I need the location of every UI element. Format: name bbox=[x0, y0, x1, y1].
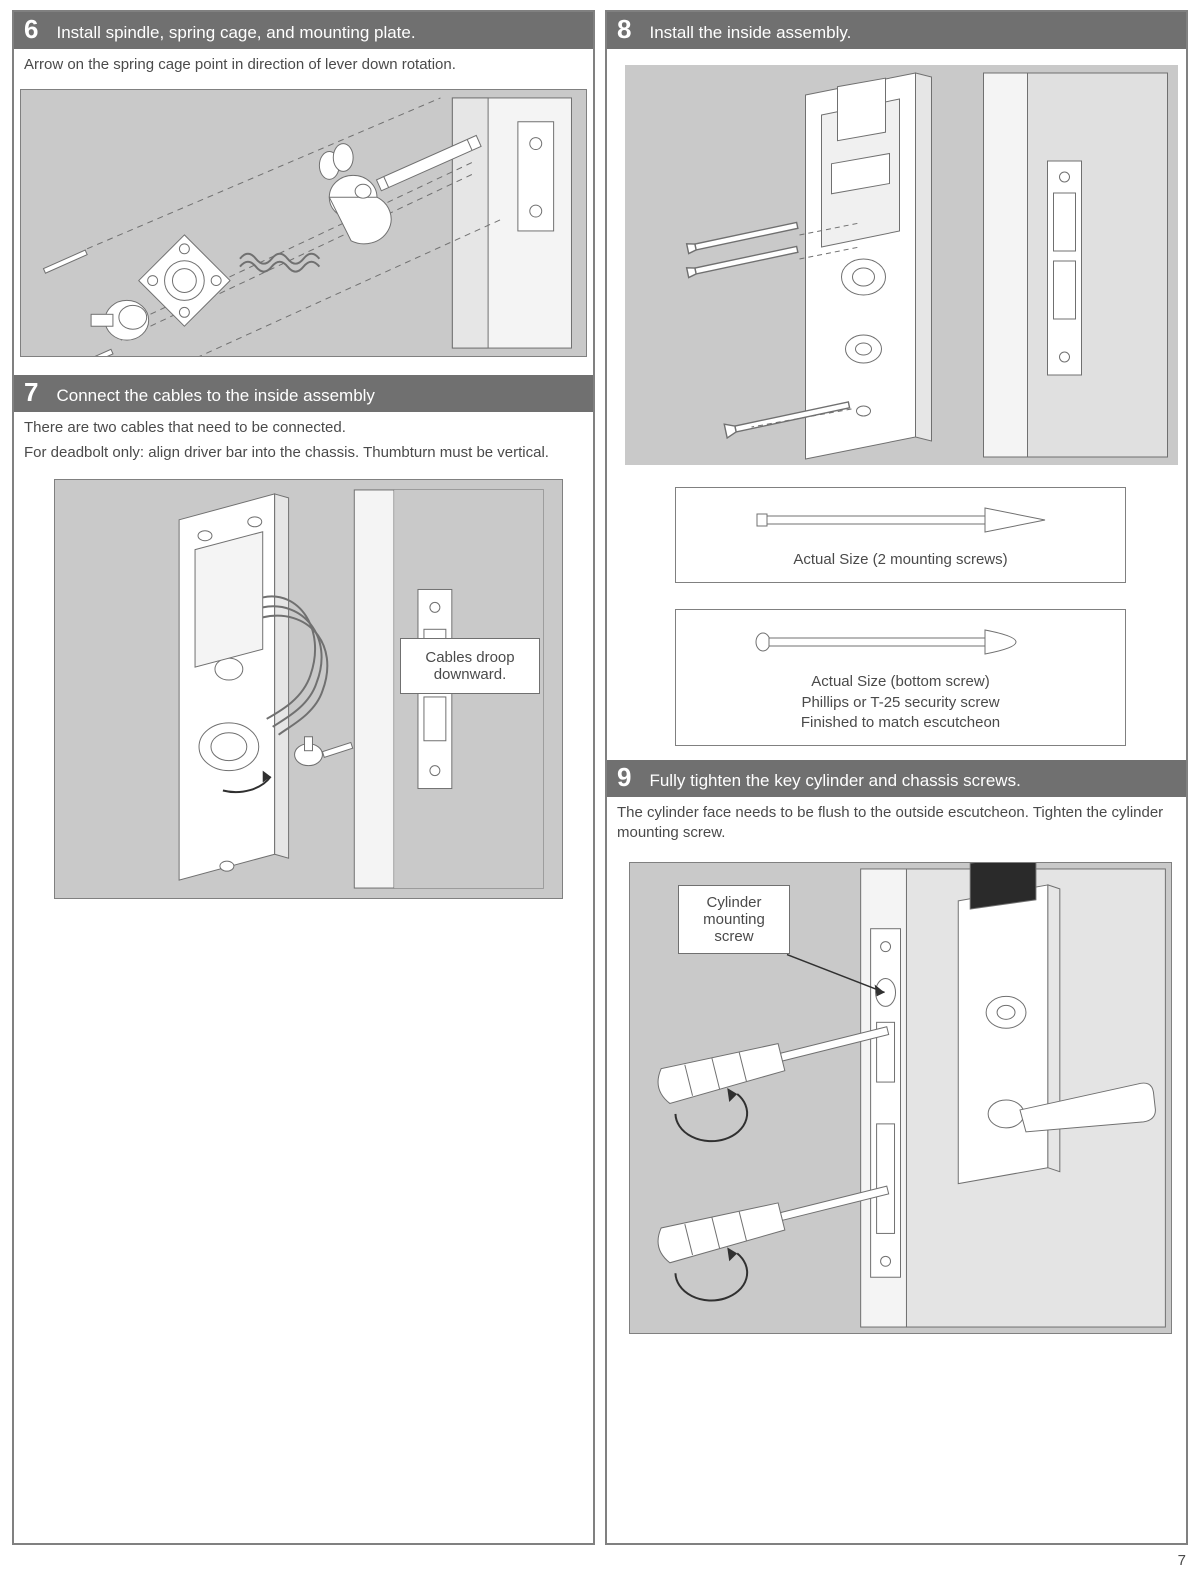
step7-header: 7 Connect the cables to the inside assem… bbox=[14, 375, 593, 412]
step7-diagram: Cables droop downward. bbox=[54, 479, 563, 899]
screw-panel-bottom-l2: Phillips or T-25 security screw bbox=[690, 693, 1111, 713]
step7-callout: Cables droop downward. bbox=[400, 638, 540, 694]
page-number: 7 bbox=[1178, 1552, 1186, 1569]
screw-panel-mounting-label: Actual Size (2 mounting screws) bbox=[690, 550, 1111, 570]
step6-number: 6 bbox=[24, 14, 38, 45]
step9-callout: Cylinder mounting screw bbox=[678, 885, 790, 954]
step9-callout-text: Cylinder mounting screw bbox=[703, 894, 765, 945]
step9-number: 9 bbox=[617, 762, 631, 793]
step7-callout-text: Cables droop downward. bbox=[425, 649, 514, 683]
right-column: 8 Install the inside assembly. bbox=[605, 10, 1188, 1545]
step7-line1: There are two cables that need to be con… bbox=[24, 418, 583, 438]
step7-number: 7 bbox=[24, 377, 38, 408]
step8-title: Install the inside assembly. bbox=[649, 23, 851, 43]
step8-header: 8 Install the inside assembly. bbox=[607, 12, 1186, 49]
step6-diagram bbox=[20, 89, 587, 357]
step9-header: 9 Fully tighten the key cylinder and cha… bbox=[607, 760, 1186, 797]
step9-line1: The cylinder face needs to be flush to t… bbox=[617, 803, 1176, 844]
step9-diagram: Cylinder mounting screw bbox=[629, 862, 1172, 1334]
screw-panel-mounting: Actual Size (2 mounting screws) bbox=[675, 487, 1126, 583]
step7-title: Connect the cables to the inside assembl… bbox=[56, 386, 374, 406]
step9-title: Fully tighten the key cylinder and chass… bbox=[649, 771, 1020, 791]
screw-panel-bottom: Actual Size (bottom screw) Phillips or T… bbox=[675, 609, 1126, 746]
step9-body: The cylinder face needs to be flush to t… bbox=[607, 797, 1186, 854]
step8-number: 8 bbox=[617, 14, 631, 45]
step6-header: 6 Install spindle, spring cage, and moun… bbox=[14, 12, 593, 49]
step6-body: Arrow on the spring cage point in direct… bbox=[14, 49, 593, 85]
step6-line1: Arrow on the spring cage point in direct… bbox=[24, 55, 583, 75]
step6-title: Install spindle, spring cage, and mounti… bbox=[56, 23, 415, 43]
screw-panel-bottom-l1: Actual Size (bottom screw) bbox=[690, 672, 1111, 692]
step8-diagram bbox=[625, 65, 1178, 465]
step7-line2: For deadbolt only: align driver bar into… bbox=[24, 443, 583, 463]
step7-body: There are two cables that need to be con… bbox=[14, 412, 593, 473]
left-column: 6 Install spindle, spring cage, and moun… bbox=[12, 10, 595, 1545]
screw-panel-bottom-l3: Finished to match escutcheon bbox=[690, 713, 1111, 733]
step8-body bbox=[607, 49, 1186, 55]
